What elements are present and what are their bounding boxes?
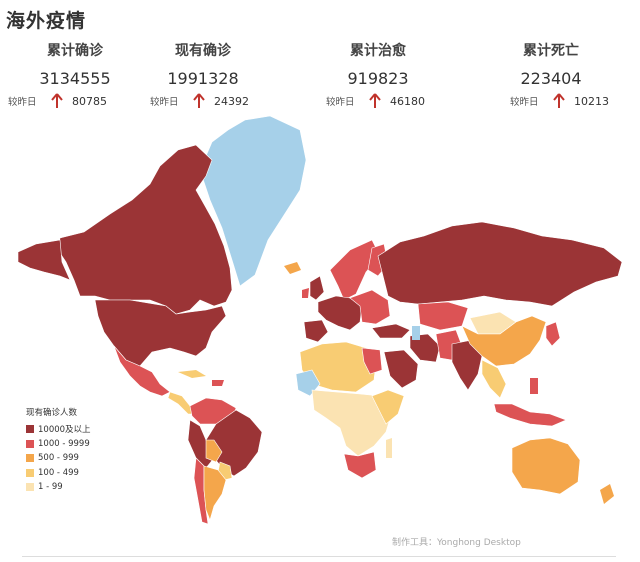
region-iceland[interactable] [284,262,301,274]
region-east-africa[interactable] [371,389,405,425]
stat-value: 1991328 [167,69,239,88]
delta-value: 80785 [72,94,107,108]
stat-total-confirmed: 累计确诊 3134555 [0,40,150,88]
page-title: 海外疫情 [6,10,87,32]
up-arrow-icon [193,93,205,108]
region-alaska[interactable] [17,239,71,281]
region-china[interactable] [461,315,547,367]
delta-value: 10213 [574,94,609,108]
legend-item[interactable]: 10000及以上 [26,422,91,437]
region-norway-sweden[interactable] [329,239,381,301]
region-korea-japan[interactable] [545,321,561,347]
region-mexico[interactable] [113,345,171,397]
region-western-europe[interactable] [317,295,363,331]
legend-swatch [26,454,34,463]
region-kazakhstan[interactable] [417,301,469,331]
delta-total-deaths: 较昨日 10213 [510,92,609,110]
legend-item[interactable]: 1000 - 9999 [26,437,91,452]
region-usa[interactable] [94,299,227,367]
region-argentina[interactable] [203,465,227,521]
legend-swatch [26,439,34,448]
up-arrow-icon [51,93,63,108]
legend-label: 1 - 99 [38,482,63,493]
region-dominican[interactable] [212,380,224,386]
region-uk[interactable] [309,275,325,301]
region-russia[interactable] [377,221,623,307]
region-philippines[interactable] [530,378,538,394]
delta-total-recovered: 较昨日 46180 [326,92,425,110]
stat-total-recovered: 累计治愈 919823 [303,40,453,88]
legend-item[interactable]: 100 - 499 [26,466,91,481]
region-new-zealand[interactable] [600,484,614,504]
up-arrow-icon [553,93,565,108]
stat-label: 累计确诊 [47,43,103,59]
legend-label: 10000及以上 [38,425,91,436]
region-madagascar[interactable] [386,438,392,458]
up-arrow-icon [369,93,381,108]
stat-value: 919823 [347,69,409,88]
region-australia[interactable] [511,437,581,495]
legend-swatch [26,425,34,434]
stat-label: 现有确诊 [175,43,231,59]
map-legend: 现有确诊人数 10000及以上 1000 - 9999 500 - 999 10… [26,406,91,495]
region-southeast-asia[interactable] [481,359,507,399]
delta-value: 46180 [390,94,425,108]
region-egypt[interactable] [361,347,383,375]
delta-value: 24392 [214,94,249,108]
compare-label: 较昨日 [510,97,539,108]
stat-label: 累计死亡 [523,43,579,59]
delta-active-confirmed: 较昨日 24392 [150,92,249,110]
compare-label: 较昨日 [8,97,37,108]
region-central-africa[interactable] [311,389,393,457]
legend-label: 100 - 499 [38,467,79,478]
legend-label: 1000 - 9999 [38,438,90,449]
compare-label: 较昨日 [150,97,179,108]
legend-item[interactable]: 500 - 999 [26,451,91,466]
stat-value: 3134555 [39,69,111,88]
region-canada[interactable] [57,144,233,315]
region-ireland[interactable] [302,288,309,298]
legend-swatch [26,468,34,477]
stat-label: 累计治愈 [350,43,406,59]
compare-label: 较昨日 [326,97,355,108]
delta-total-confirmed: 较昨日 80785 [8,92,107,110]
legend-title: 现有确诊人数 [26,408,78,418]
legend-label: 500 - 999 [38,453,79,464]
stat-total-deaths: 累计死亡 223404 [476,40,626,88]
stat-value: 223404 [520,69,582,88]
region-iran[interactable] [409,333,441,363]
legend-item[interactable]: 1 - 99 [26,480,91,495]
region-indonesia[interactable] [493,403,567,427]
region-arabia[interactable] [383,349,419,389]
region-eastern-europe[interactable] [349,289,391,325]
region-turkey[interactable] [371,323,411,339]
divider [22,556,616,557]
footer-credit: 制作工具：Yonghong Desktop [392,538,521,548]
region-iberia[interactable] [303,319,329,343]
world-map [17,115,623,525]
legend-swatch [26,483,34,492]
stat-active-confirmed: 现有确诊 1991328 [128,40,278,88]
region-caspian[interactable] [412,326,420,340]
region-bolivia[interactable] [205,439,223,463]
region-cuba[interactable] [178,370,206,378]
region-south-africa[interactable] [343,451,377,479]
